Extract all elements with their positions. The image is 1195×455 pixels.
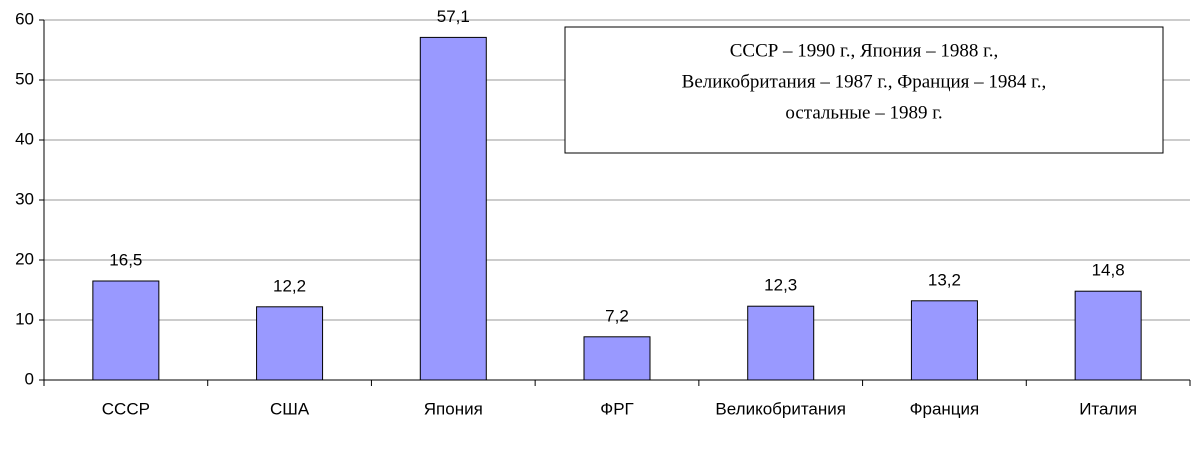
y-tick-label: 0: [25, 369, 34, 388]
value-label: 12,3: [764, 276, 797, 295]
annotation: Великобритания – 1987 г., Франция – 1984…: [682, 71, 1047, 92]
x-tick-label: Италия: [1079, 399, 1137, 418]
value-label: 14,8: [1092, 261, 1125, 280]
x-tick-label: Великобритания: [715, 399, 846, 418]
value-label: 12,2: [273, 276, 306, 295]
y-tick-label: 20: [15, 249, 34, 268]
y-tick-label: 10: [15, 309, 34, 328]
x-tick-label: США: [270, 399, 310, 418]
value-label: 57,1: [437, 7, 470, 26]
annotation-box: [564, 26, 1164, 154]
value-label: 7,2: [605, 306, 629, 325]
x-tick-label: Франция: [910, 399, 980, 418]
value-label: 13,2: [928, 270, 961, 289]
bar: [256, 306, 324, 381]
y-tick-label: 30: [15, 189, 34, 208]
bar: [747, 305, 815, 381]
value-label: 16,5: [109, 250, 142, 269]
x-tick-label: СССР: [102, 399, 150, 418]
annotation: СССР – 1990 г., Япония – 1988 г.,: [730, 40, 999, 61]
bar: [419, 36, 487, 381]
bar: [910, 300, 978, 381]
bar: [1074, 290, 1142, 381]
bar: [583, 336, 651, 381]
bar: [92, 280, 160, 381]
y-tick-label: 60: [15, 9, 34, 28]
x-tick-label: ФРГ: [600, 399, 633, 418]
x-tick-label: Япония: [424, 399, 483, 418]
y-tick-label: 50: [15, 69, 34, 88]
y-tick-label: 40: [15, 129, 34, 148]
annotation: остальные – 1989 г.: [785, 102, 942, 123]
